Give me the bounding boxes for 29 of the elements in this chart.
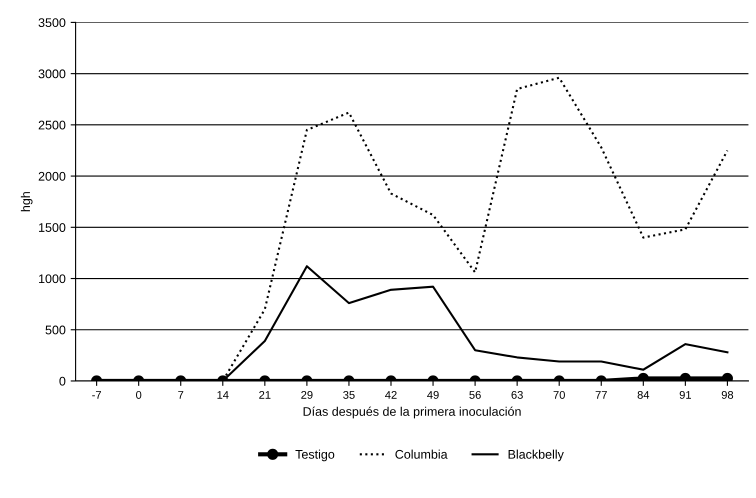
legend-label: Blackbelly xyxy=(508,450,564,462)
x-tick-label: 29 xyxy=(301,390,313,399)
x-tick-label: 21 xyxy=(259,390,270,399)
x-tick-label: 14 xyxy=(217,391,229,399)
x-tick-label: 49 xyxy=(427,390,439,399)
y-tick-label: 2500 xyxy=(38,120,66,130)
x-tick-label: 77 xyxy=(596,391,607,399)
y-tick-label: 1500 xyxy=(39,223,66,232)
x-tick-label: 98 xyxy=(722,390,734,399)
y-tick-label: 500 xyxy=(46,326,66,334)
x-tick-label: 35 xyxy=(343,390,355,399)
x-tick-label: 7 xyxy=(178,391,184,399)
x-tick-label: 42 xyxy=(385,390,397,399)
x-tick-label: 70 xyxy=(554,390,565,399)
x-tick-label: 0 xyxy=(136,390,142,399)
x-tick-label: 63 xyxy=(512,390,523,399)
y-tick-label: 3500 xyxy=(38,18,66,28)
y-tick-label: 1000 xyxy=(39,274,66,284)
x-axis-title: Días después de la primera inoculación xyxy=(304,406,521,418)
y-tick-label: 2000 xyxy=(38,172,66,181)
y-tick-label: 3000 xyxy=(38,69,66,78)
x-tick-label: 84 xyxy=(638,390,650,399)
x-tick-label: -7 xyxy=(92,391,102,399)
y-tick-label: 0 xyxy=(59,376,66,386)
x-tick-label: 56 xyxy=(469,390,481,399)
y-axis-title: hgh xyxy=(20,192,33,212)
x-tick-label: 91 xyxy=(680,390,691,399)
legend-label: Testigo xyxy=(295,450,334,462)
legend-label: Columbia xyxy=(395,450,448,459)
